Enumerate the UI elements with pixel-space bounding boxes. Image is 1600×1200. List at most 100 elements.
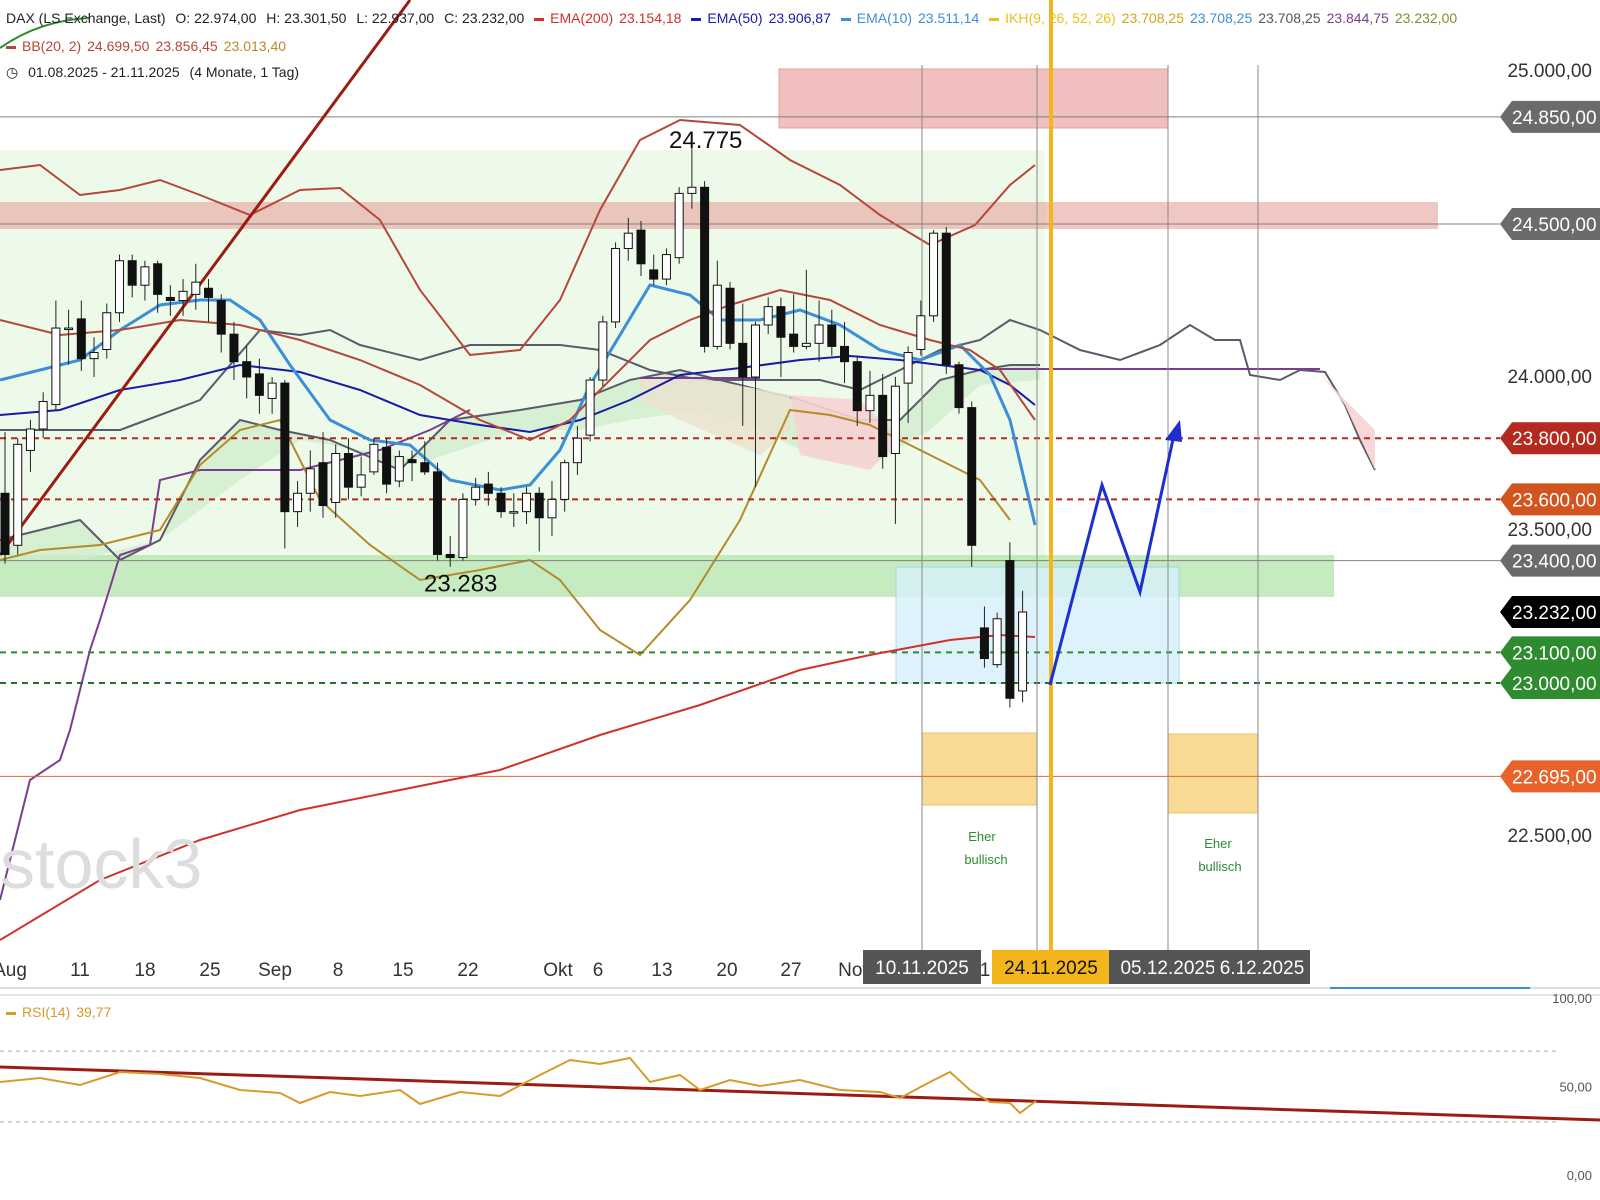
candle-body [229, 333, 239, 363]
bollinger-bands [0, 118, 1036, 657]
ikh-swatch [989, 17, 1000, 21]
x-tick-label: 11 [70, 960, 90, 981]
bb-upper [0, 118, 1036, 357]
candle-body [242, 361, 252, 378]
open-value: O: 22.974,00 [175, 10, 257, 26]
price-tag-label: 23.100,00 [1512, 643, 1597, 664]
bull-label-left-1: Eher [968, 829, 996, 844]
bull-box-right [1167, 733, 1259, 814]
ema10-value: 23.511,14 [918, 10, 980, 26]
low-value: L: 22.937,00 [356, 10, 435, 26]
candle-body [636, 229, 646, 265]
rsi-tick-label: 0,00 [1567, 1168, 1592, 1183]
candle-body [522, 492, 532, 513]
price-tag-badge [1500, 483, 1600, 516]
candle-body [127, 260, 137, 286]
clock-icon: ◷ [6, 64, 19, 80]
candle-body [76, 318, 86, 360]
candle-body [903, 352, 913, 384]
rsi-panel: 100,00 50,00 0,00 [0, 987, 1600, 1183]
ikh-value-3: 23.708,25 [1258, 10, 1321, 26]
candle-body [102, 312, 112, 350]
price-tag-badge [1500, 596, 1600, 629]
ema50-swatch [691, 17, 702, 21]
candle-body [38, 400, 48, 430]
chikou-line [0, 409, 471, 901]
cloud-pink-right [1320, 373, 1375, 470]
y-tick-label: 24.000,00 [1507, 367, 1592, 388]
ema50-value: 23.906,87 [768, 10, 831, 26]
candle-body [611, 247, 621, 323]
legend-row-2: BB(20, 2) 24.699,50 23.856,45 23.013,40 [6, 38, 292, 54]
date-tag-badge [1214, 950, 1310, 984]
candle-body [585, 379, 595, 436]
bb-swatch [6, 45, 16, 49]
ema200-line [0, 633, 1036, 941]
ichimoku-cloud [0, 318, 1376, 901]
candle-body [801, 342, 811, 347]
rsi-trendline [0, 1065, 1600, 1122]
candle-body [89, 352, 99, 360]
price-tag-label: 23.800,00 [1512, 429, 1597, 450]
x-tick-label: Sep [258, 960, 292, 981]
price-axis: 25.000,00 24.000,00 23.500,00 22.500,00 [1507, 61, 1592, 847]
candle-body [191, 281, 201, 295]
ema50-line [0, 354, 1036, 434]
candle-body [267, 382, 277, 399]
x-tick-label: Okt [543, 960, 573, 981]
ema200-swatch [534, 17, 545, 21]
resistance-zone-top [778, 68, 1169, 129]
high-value: H: 23.301,50 [266, 10, 347, 26]
projection-line [1048, 429, 1177, 686]
candle-body [840, 345, 850, 363]
price-tag-badge [1500, 208, 1600, 240]
horizontal-levels [0, 116, 1500, 777]
date-tag-badge [1109, 950, 1227, 984]
ikh-value-2: 23.708,25 [1189, 10, 1253, 26]
candle-body [254, 373, 264, 396]
bb-label: BB(20, 2) [22, 38, 82, 54]
kumo-line [0, 318, 1376, 471]
candle-body [649, 269, 659, 280]
candle-body [280, 382, 290, 513]
candle-body [458, 498, 468, 559]
candle-body [547, 498, 557, 519]
candle-body [471, 486, 481, 500]
candle-body [178, 290, 188, 302]
bb-value-1: 24.699,50 [87, 38, 150, 54]
resistance-zone-24500 [0, 202, 1438, 229]
zones-layer [0, 68, 1438, 814]
candle-body [661, 254, 671, 280]
ema10-line [0, 283, 1037, 526]
candle-body [25, 428, 35, 451]
ikh-label: IKH(9, 26, 52, 26) [1005, 10, 1116, 26]
price-tag-badge [1500, 667, 1600, 699]
bull-label-left-2: bullisch [964, 852, 1007, 867]
x-tick-label: 18 [134, 960, 155, 981]
price-tag-label: 23.400,00 [1512, 552, 1597, 573]
time-axis: Aug111825Sep81522Okt6132027Nov1210.11.20… [0, 950, 1600, 989]
candle-body [534, 492, 544, 519]
x-tick-label: 8 [333, 960, 344, 981]
rsi-swatch [6, 1011, 16, 1015]
candle-body [331, 453, 341, 503]
candle-body [420, 462, 430, 473]
y-tick-label: 23.500,00 [1507, 520, 1592, 541]
candle-body [954, 364, 964, 409]
price-tag-label: 22.695,00 [1512, 767, 1597, 788]
candle-body [674, 192, 684, 259]
candle-body [776, 306, 786, 338]
candle-body [890, 385, 900, 454]
legend-row-1: DAX (LS Exchange, Last) O: 22.974,00 H: … [6, 10, 1463, 26]
candle-body [725, 287, 735, 344]
candle-body [343, 453, 353, 488]
candle-body [13, 443, 23, 546]
candle-body [204, 287, 214, 298]
candle-body [916, 315, 926, 350]
candle-body [114, 260, 124, 314]
rsi-label: RSI(14) [22, 1004, 71, 1020]
date-tag-label: 05.12.2025 [1120, 958, 1215, 979]
price-tag-label: 24.500,00 [1512, 215, 1597, 236]
candle-body [369, 443, 379, 473]
